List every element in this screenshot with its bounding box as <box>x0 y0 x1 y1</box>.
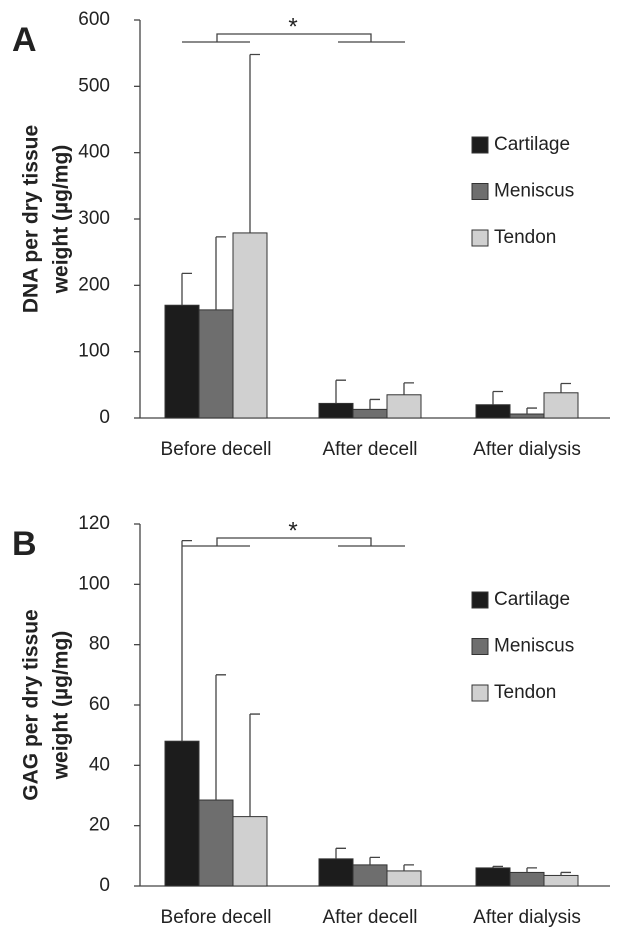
annotation: * <box>288 517 297 544</box>
x-tick-label: Before decell <box>161 439 272 460</box>
bar <box>164 740 200 887</box>
y-tick-label: 0 <box>99 407 110 428</box>
y-tick-label: 300 <box>78 208 110 229</box>
error-bar <box>335 379 346 404</box>
x-tick-label: After decell <box>322 439 417 460</box>
bar <box>509 413 545 419</box>
error-bar <box>249 713 260 817</box>
y-tick-label: 40 <box>89 754 110 775</box>
y-tick-label: 200 <box>78 274 110 295</box>
y-axis-label: weight (µg/mg) <box>50 145 73 295</box>
error-bar <box>369 856 380 865</box>
x-tick-label: After dialysis <box>473 439 581 460</box>
y-tick-label: 60 <box>89 694 110 715</box>
legend-swatch <box>471 638 489 655</box>
bar <box>352 864 388 887</box>
error-bar <box>560 871 571 876</box>
y-tick-label: 400 <box>78 142 110 163</box>
bar <box>509 871 545 887</box>
error-bar <box>526 407 537 415</box>
bar <box>543 874 579 887</box>
y-axis-label: GAG per dry tissue <box>20 609 43 800</box>
error-bar <box>249 53 260 233</box>
bar <box>475 867 511 887</box>
bar <box>543 392 579 419</box>
error-bar <box>215 236 226 310</box>
annotation: * <box>288 13 297 40</box>
bar <box>198 799 234 887</box>
error-bar <box>215 674 226 801</box>
error-bar <box>403 382 414 395</box>
bar <box>198 309 234 419</box>
error-bar <box>369 398 380 410</box>
significance-bracket <box>182 33 405 43</box>
bar <box>386 870 422 887</box>
significance-bracket <box>182 537 405 547</box>
y-tick-label: 100 <box>78 341 110 362</box>
y-tick-label: 600 <box>78 9 110 30</box>
legend-swatch <box>471 591 489 609</box>
panel-label: B <box>12 525 37 563</box>
bar <box>475 404 511 419</box>
y-tick-label: 20 <box>89 815 110 836</box>
legend-swatch <box>471 684 489 702</box>
x-tick-label: After dialysis <box>473 907 581 928</box>
error-bar <box>492 390 503 405</box>
bar <box>352 408 388 419</box>
error-bar <box>492 865 503 868</box>
legend-swatch <box>471 136 489 154</box>
error-bar <box>526 867 537 873</box>
legend-label: Meniscus <box>494 636 574 657</box>
legend-label: Cartilage <box>494 589 570 610</box>
error-bar <box>403 864 414 871</box>
bar <box>386 394 422 419</box>
legend-label: Tendon <box>494 682 556 703</box>
y-tick-label: 0 <box>99 875 110 896</box>
y-tick-label: 80 <box>89 634 110 655</box>
legend-label: Meniscus <box>494 181 574 202</box>
error-bar <box>181 539 192 742</box>
y-tick-label: 120 <box>78 513 110 534</box>
error-bar <box>181 272 192 306</box>
x-tick-label: After decell <box>322 907 417 928</box>
bar <box>232 232 268 419</box>
bar <box>318 858 354 887</box>
x-tick-label: Before decell <box>161 907 272 928</box>
legend-swatch <box>471 229 489 247</box>
y-tick-label: 100 <box>78 573 110 594</box>
y-tick-label: 500 <box>78 75 110 96</box>
legend-label: Tendon <box>494 227 556 248</box>
bar <box>318 402 354 419</box>
bar <box>232 816 268 887</box>
legend-label: Cartilage <box>494 134 570 155</box>
error-bar <box>560 382 571 393</box>
y-axis-label: DNA per dry tissue <box>20 125 43 313</box>
bar <box>164 304 200 419</box>
legend-swatch <box>471 183 489 200</box>
panel-label: A <box>12 21 37 59</box>
error-bar <box>335 847 346 859</box>
y-axis-label: weight (µg/mg) <box>50 631 73 781</box>
